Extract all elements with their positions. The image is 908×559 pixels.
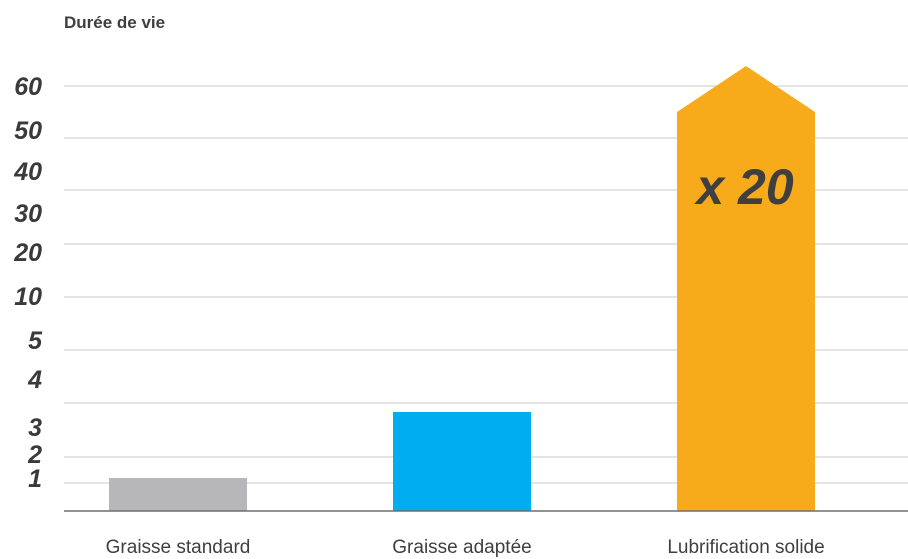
y-tick-label: 30 (14, 200, 42, 228)
category-labels: Graisse standard Graisse adaptée Lubrifica… (106, 537, 825, 558)
category-label: Lubrification solide (667, 537, 824, 558)
y-tick-labels: 123 4 5 10 20 30 40 50 60 (13, 73, 43, 493)
y-tick-label: 3 (28, 414, 42, 442)
y-tick-label: 10 (14, 283, 42, 311)
category-label: Graisse adaptée (392, 537, 531, 558)
y-tick-label: 1 (28, 465, 42, 493)
y-tick-label: 4 (27, 366, 42, 394)
y-axis-title: Durée de vie (64, 13, 165, 32)
bar-lubrification-solide (677, 66, 815, 511)
bar-graisse-adaptee (393, 412, 531, 511)
y-tick-label: 50 (14, 117, 42, 145)
y-tick-label: 60 (14, 73, 42, 101)
y-tick-label: 20 (13, 239, 42, 267)
category-label: Graisse standard (106, 537, 251, 558)
bar-annotation: x 20 (693, 159, 794, 215)
bars (109, 66, 815, 511)
y-tick-label: 5 (28, 327, 43, 355)
bar-graisse-standard (109, 478, 247, 511)
gridlines (64, 85, 908, 484)
y-tick-label: 40 (13, 158, 42, 186)
y-tick-label: 2 (27, 441, 42, 469)
